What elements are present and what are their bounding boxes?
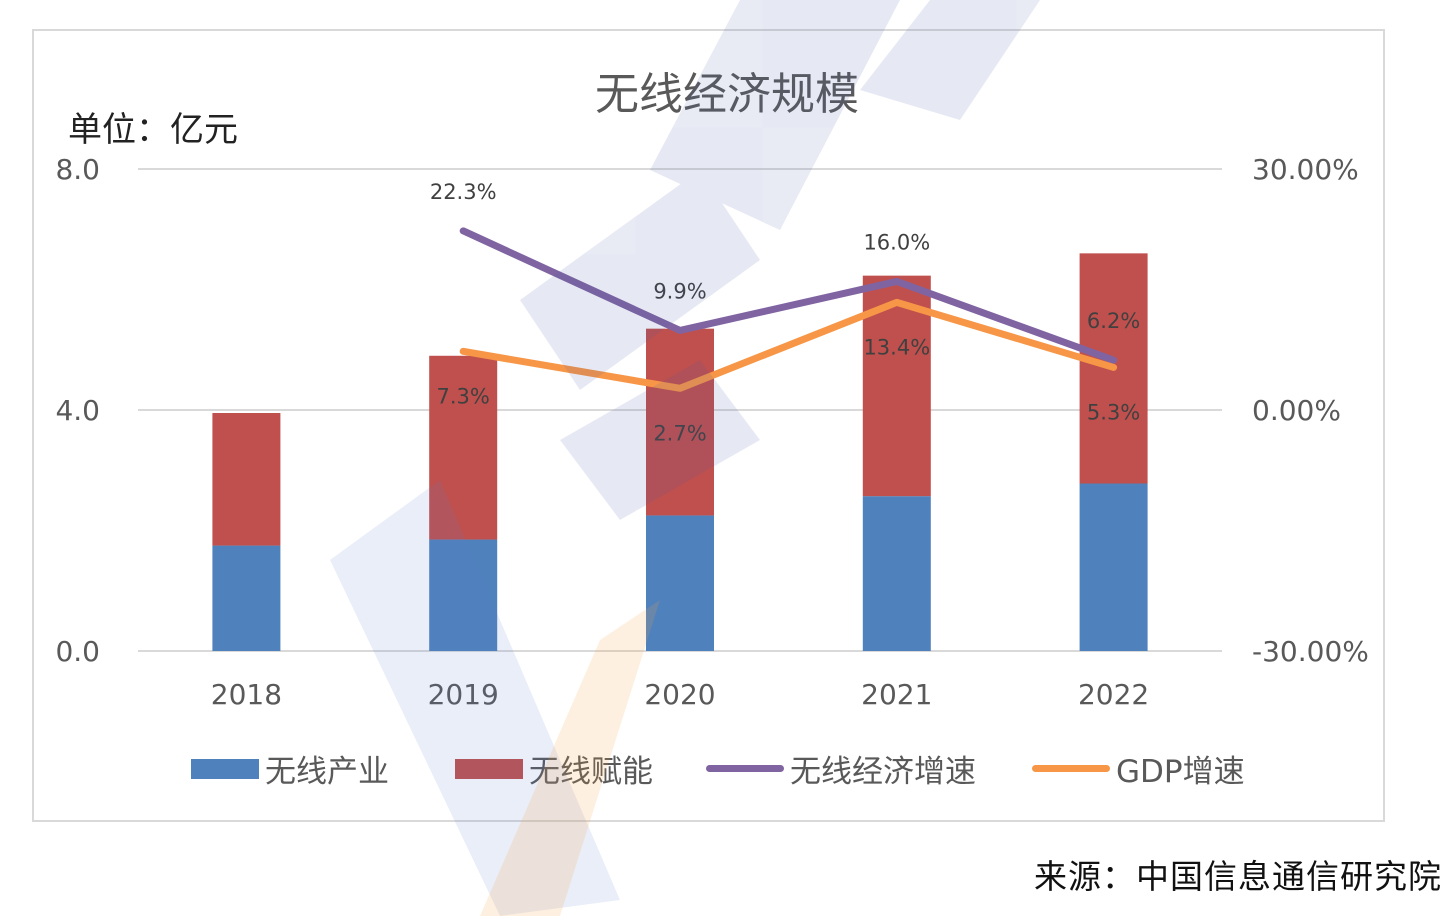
y-right-tick-label: -30.00% <box>1252 635 1369 668</box>
x-tick-label: 2018 <box>211 678 282 711</box>
x-tick-label: 2021 <box>861 678 932 711</box>
bar-wireless-industry <box>429 539 498 651</box>
data-label: 13.4% <box>863 335 930 359</box>
line-wireless-growth <box>459 227 1118 364</box>
legend-label: GDP增速 <box>1116 754 1245 790</box>
y-left-tick-label: 8.0 <box>55 153 100 186</box>
legend-item-wireless-industry: 无线产业 <box>191 746 389 791</box>
legend-swatch-wireless-enablement <box>455 758 523 779</box>
bar-wireless-industry <box>646 515 714 651</box>
source-note: 来源：中国信息通信研究院 <box>1034 857 1442 896</box>
legend-label: 无线产业 <box>265 754 389 790</box>
legend-swatch-gdp-growth <box>1032 765 1110 772</box>
legend-label: 无线经济增速 <box>790 754 976 790</box>
y-left-tick-label: 0.0 <box>55 635 100 668</box>
bar-wireless-enablement <box>429 355 498 540</box>
y-right-tick-label: 0.00% <box>1252 394 1341 427</box>
bar-wireless-industry <box>212 545 281 651</box>
data-label: 2.7% <box>653 421 706 445</box>
x-tick-label: 2020 <box>644 678 715 711</box>
chart-title: 无线经济规模 <box>595 69 859 120</box>
bar-wireless-industry <box>1079 483 1148 651</box>
data-label: 16.0% <box>863 230 930 254</box>
y-left-tick-label: 4.0 <box>55 394 100 427</box>
bar-wireless-enablement <box>646 328 714 516</box>
legend-swatch-wireless-growth <box>706 765 784 772</box>
data-label: 7.3% <box>437 384 490 408</box>
bar-wireless-enablement <box>212 413 281 546</box>
x-tick-label: 2022 <box>1078 678 1149 711</box>
data-label: 6.2% <box>1087 309 1140 333</box>
legend-item-wireless-enablement: 无线赋能 <box>455 746 653 791</box>
y-right-tick-label: 30.00% <box>1252 153 1359 186</box>
unit-label: 单位：亿元 <box>68 110 238 150</box>
legend-item-wireless-growth: 无线经济增速 <box>706 746 976 791</box>
legend-item-gdp-growth: GDP增速 <box>1032 746 1245 791</box>
x-tick-label: 2019 <box>428 678 499 711</box>
line-gdp-growth <box>459 298 1118 392</box>
data-label: 22.3% <box>430 180 497 204</box>
data-label: 9.9% <box>653 279 706 303</box>
data-label: 5.3% <box>1087 400 1140 424</box>
legend-label: 无线赋能 <box>529 754 653 790</box>
legend-swatch-wireless-industry <box>191 758 259 779</box>
bar-wireless-industry <box>862 496 931 651</box>
